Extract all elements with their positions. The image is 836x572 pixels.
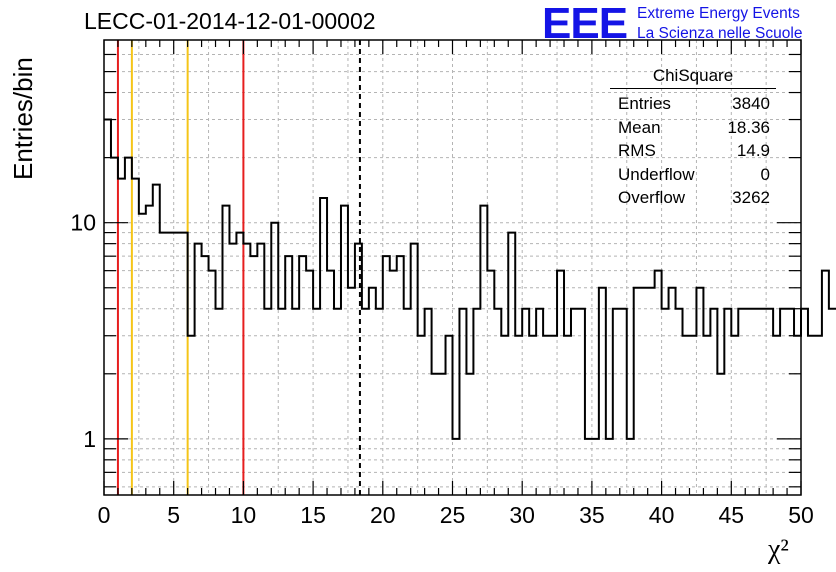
stats-title: ChiSquare	[610, 66, 776, 89]
y-axis-label: Entries/bin	[8, 57, 38, 180]
x-tick-label: 25	[440, 502, 466, 528]
histogram-series-line	[104, 118, 836, 440]
stats-row-rms: RMS 14.9	[610, 139, 776, 163]
x-tick-label: 5	[167, 502, 180, 528]
stats-value: 0	[760, 164, 770, 184]
x-tick-label: 20	[370, 502, 396, 528]
logo-line-2: La Scienza nelle Scuole	[637, 25, 803, 42]
x-tick-label: 45	[719, 502, 745, 528]
x-tick-label: 0	[98, 502, 111, 528]
stats-label: RMS	[618, 141, 656, 160]
stats-value: 3262	[732, 188, 770, 207]
stats-value: 18.36	[727, 117, 770, 137]
stats-label: Entries	[618, 94, 671, 113]
x-tick-label: 50	[788, 502, 814, 528]
x-tick-label: 40	[649, 502, 675, 528]
stats-value: 14.9	[736, 141, 770, 160]
x-tick-label: 10	[231, 502, 257, 528]
stats-row-mean: Mean 18.36	[610, 116, 776, 140]
stats-row-entries: Entries 3840	[610, 92, 776, 116]
logo-line-1: Extreme Energy Events	[637, 5, 800, 22]
y-tick-label: 1	[83, 426, 96, 452]
stats-label: Overflow	[618, 188, 686, 207]
x-tick-label: 35	[579, 502, 605, 528]
x-axis-label: χ²	[768, 534, 789, 565]
eee-logo: EEE	[542, 0, 628, 48]
stats-box: ChiSquare Entries 3840 Mean 18.36 RMS 14…	[610, 66, 776, 210]
y-tick-label: 10	[70, 210, 96, 236]
x-tick-label: 15	[300, 502, 326, 528]
stats-label: Mean	[618, 117, 661, 137]
stats-value: 3840	[732, 94, 770, 113]
stats-row-overflow: Overflow 3262	[610, 186, 776, 210]
stats-row-underflow: Underflow 0	[610, 163, 776, 187]
x-tick-label: 30	[509, 502, 535, 528]
stats-label: Underflow	[618, 164, 695, 184]
chart-title: LECC-01-2014-12-01-00002	[84, 8, 376, 34]
